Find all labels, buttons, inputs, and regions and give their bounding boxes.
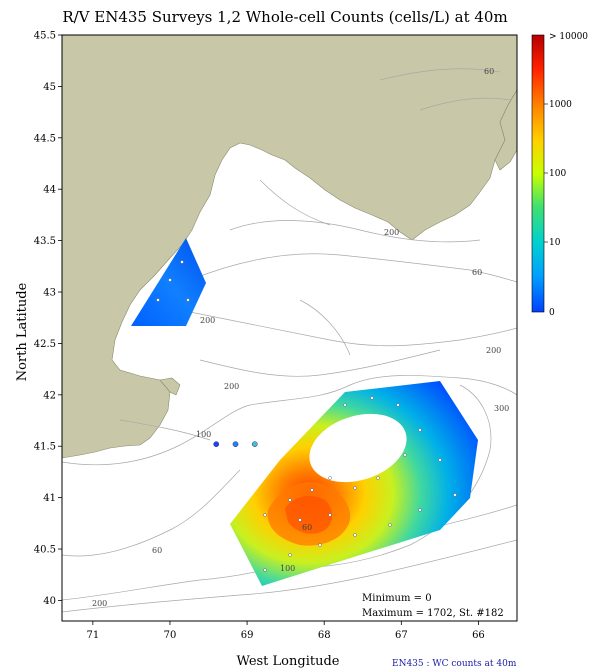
y-axis: 45.5 45 44.5 44 43.5 43 42.5 42 41.5 41 40.5 40 xyxy=(34,31,62,607)
station-marker xyxy=(251,441,258,448)
y-tick-label: 44.5 xyxy=(34,133,56,144)
footer-caption: EN435 : WC counts at 40m xyxy=(392,659,517,669)
contour-label: 60 xyxy=(484,67,494,76)
x-axis-title: West Longitude xyxy=(237,654,340,669)
x-tick-label: 69 xyxy=(241,630,254,641)
contour-label: 300 xyxy=(494,404,509,413)
station-marker xyxy=(213,441,220,448)
contour-label: 100 xyxy=(280,564,295,573)
x-tick-label: 70 xyxy=(164,630,177,641)
x-axis: 71 70 69 68 67 66 xyxy=(86,621,485,641)
station-markers-outside xyxy=(213,441,258,448)
colorbar-label: 100 xyxy=(549,169,566,179)
x-tick-label: 67 xyxy=(395,630,408,641)
land-mass xyxy=(62,35,517,459)
colorbar-label: 0 xyxy=(549,308,555,318)
contour-label: 100 xyxy=(196,430,211,439)
y-tick-label: 40.5 xyxy=(34,545,56,556)
survey-region-gulf-of-maine xyxy=(131,238,206,326)
contour-label: 200 xyxy=(384,228,399,237)
bloom-hotspot-core xyxy=(285,496,333,534)
colorbar-scale xyxy=(531,34,545,313)
cape-cod xyxy=(159,377,181,396)
nova-scotia xyxy=(494,89,517,171)
plot-frame xyxy=(61,34,518,622)
contour-label: 200 xyxy=(92,599,107,608)
map-plot-area: 60 200 200 60 200 100 200 300 60 60 100 … xyxy=(62,35,517,621)
y-tick-label: 40 xyxy=(43,596,56,607)
y-tick-label: 42.5 xyxy=(34,339,56,350)
station-marker xyxy=(232,441,239,448)
contour-label: 200 xyxy=(486,346,501,355)
contour-label: 60 xyxy=(152,546,162,555)
y-tick-label: 45.5 xyxy=(34,31,56,42)
y-tick-label: 42 xyxy=(43,390,56,401)
contour-label: 60 xyxy=(302,523,312,532)
x-tick-label: 66 xyxy=(472,630,485,641)
y-tick-label: 45 xyxy=(43,82,56,93)
maximum-value: Maximum = 1702, St. #182 xyxy=(362,608,504,619)
contour-label: 60 xyxy=(472,268,482,277)
x-tick-label: 68 xyxy=(318,630,331,641)
y-tick-label: 43 xyxy=(43,288,56,299)
y-tick-label: 44 xyxy=(43,185,56,196)
contour-label: 200 xyxy=(200,316,215,325)
minimum-value: Minimum = 0 xyxy=(362,593,432,604)
map-title: R/V EN435 Surveys 1,2 Whole-cell Counts … xyxy=(62,8,507,26)
x-tick-label: 71 xyxy=(86,630,99,641)
station-markers xyxy=(156,260,457,572)
y-axis-title: North Latitude xyxy=(15,282,30,381)
contour-label: 200 xyxy=(224,382,239,391)
colorbar-label: 1000 xyxy=(549,100,572,110)
colorbar: > 10000 1000 100 10 0 xyxy=(531,32,588,318)
colorbar-label: > 10000 xyxy=(549,32,588,42)
y-tick-label: 41 xyxy=(43,493,56,504)
no-data-gap xyxy=(309,413,407,483)
y-tick-label: 41.5 xyxy=(34,442,56,453)
contour-labels: 60 200 200 60 200 100 200 300 60 60 100 … xyxy=(92,67,509,608)
colorbar-label: 10 xyxy=(549,238,561,248)
y-tick-label: 43.5 xyxy=(34,236,56,247)
